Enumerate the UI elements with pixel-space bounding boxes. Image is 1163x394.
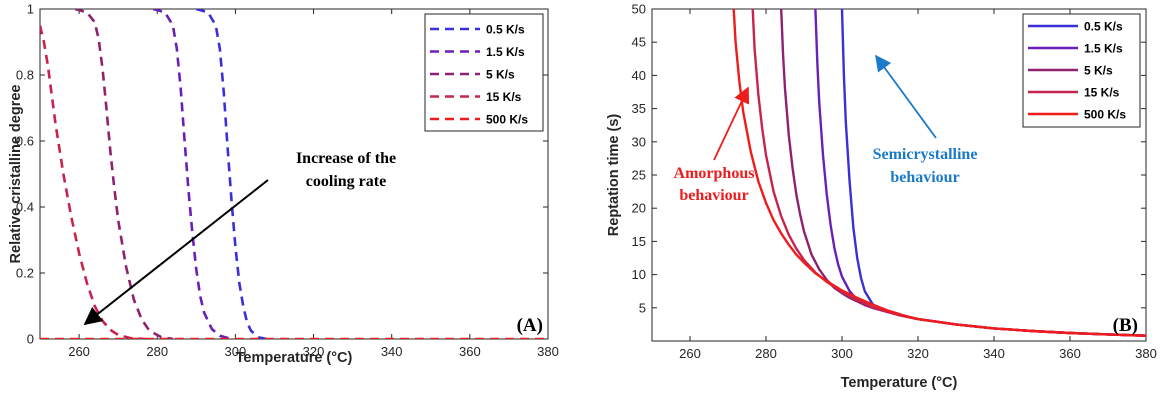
panel-b-series-line-4: [732, 9, 1146, 337]
panel-b-series: [732, 9, 1146, 337]
panel-a-xtick-label: 260: [68, 344, 90, 359]
panel-b-ytick-label: 35: [632, 101, 646, 116]
panel-a-label: (A): [517, 315, 543, 336]
panel-b: 260 280 300 320 340 360 380 5 10 15 20 25 30 35 40 45 50…: [606, 2, 1157, 392]
panel-a-series: [40, 9, 548, 339]
panel-a-legend-label-1: 1.5 K/s: [486, 45, 525, 59]
panel-b-xtick-label: 320: [907, 346, 929, 361]
panel-b-ytick-label: 10: [632, 267, 646, 282]
panel-b-xlabel: Temperature (°C): [841, 375, 958, 391]
panel-b-xtick-label: 260: [679, 346, 701, 361]
panel-b-ytick-label: 45: [632, 35, 646, 50]
panel-b-legend-label-2: 5 K/s: [1084, 64, 1113, 78]
annotation-semicrystalline: Semicrystalline behaviour: [873, 54, 978, 186]
panel-b-xtick-label: 340: [983, 346, 1005, 361]
panel-a-legend-box: [424, 13, 544, 132]
panel-b-ytick-label: 40: [632, 68, 646, 83]
annotation-amorphous-line1: Amorphous: [674, 165, 755, 182]
annotation-cooling-rate-line2: cooling rate: [306, 173, 386, 190]
panel-b-xtick-label: 300: [831, 346, 853, 361]
panel-a-ytick-label: 0.2: [16, 266, 34, 281]
annotation-amorphous-line2: behaviour: [679, 187, 748, 204]
panel-a-xtick-label: 360: [459, 344, 481, 359]
panel-a-ytick-label: 1: [27, 2, 34, 17]
panel-b-xtick-label: 380: [1135, 346, 1157, 361]
panel-a-xtick-label: 380: [537, 344, 559, 359]
semicrystalline-arrow: [875, 54, 937, 139]
panel-a-legend-label-0: 0.5 K/s: [486, 23, 525, 37]
panel-b-ytick-label: 20: [632, 201, 646, 216]
panel-a-legend-label-4: 500 K/s: [486, 113, 528, 127]
annotation-cooling-rate: Increase of the cooling rate: [83, 150, 396, 326]
panel-a-series-line-2: [74, 9, 174, 339]
panel-a-legend: 0.5 K/s 1.5 K/s 5 K/s 15 K/s 500 K/s: [424, 13, 544, 132]
panel-b-legend-label-1: 1.5 K/s: [1084, 42, 1123, 56]
panel-a-ytick-label: 0.8: [16, 68, 34, 83]
panel-a-legend-label-2: 5 K/s: [486, 68, 515, 82]
panel-a: 260 280 300 320 340 360 380 0 0.2 0.4 0.6 0.8 1 Temp…: [8, 2, 559, 367]
panel-b-ylabel: Reptation time (s): [606, 114, 622, 237]
panel-b-ytick-label: 25: [632, 168, 646, 183]
panel-b-label: (B): [1113, 315, 1138, 336]
panel-a-series-line-1: [152, 9, 232, 339]
panel-a-xtick-label: 280: [146, 344, 168, 359]
panel-b-ticks: 260 280 300 320 340 360 380 5 10 15 20 25 30 35 40 45 50: [632, 2, 1157, 362]
panel-a-xtick-label: 340: [381, 344, 403, 359]
panel-a-ytick-label: 0: [27, 332, 34, 347]
panel-b-ytick-label: 30: [632, 134, 646, 149]
annotation-semicrystalline-line1: Semicrystalline: [873, 146, 978, 163]
annotation-semicrystalline-line2: behaviour: [890, 169, 959, 186]
annotation-amorphous: Amorphous behaviour: [674, 86, 755, 204]
panel-b-legend: 0.5 K/s 1.5 K/s 5 K/s 15 K/s 500 K/s: [1022, 13, 1141, 128]
panel-a-xtick-label: 320: [303, 344, 325, 359]
panel-a-legend-label-3: 15 K/s: [486, 90, 522, 104]
panel-a-xlabel: Temperature (°C): [236, 350, 353, 366]
panel-a-series-line-3: [40, 25, 146, 339]
panel-b-ytick-label: 50: [632, 2, 646, 17]
panel-b-xtick-label: 280: [755, 346, 777, 361]
amorphous-arrow: [713, 86, 750, 161]
panel-b-xtick-label: 360: [1059, 346, 1081, 361]
panel-b-ytick-label: 15: [632, 234, 646, 249]
panel-b-legend-label-3: 15 K/s: [1084, 86, 1120, 100]
panel-a-ytick-label: 0.4: [16, 200, 34, 215]
panel-a-ylabel: Relative cristalline degree: [8, 85, 24, 264]
panel-a-ytick-label: 0.6: [16, 134, 34, 149]
panel-b-legend-label-0: 0.5 K/s: [1084, 20, 1123, 34]
panel-b-legend-label-4: 500 K/s: [1084, 108, 1126, 122]
annotation-cooling-rate-line1: Increase of the: [296, 150, 396, 167]
panel-a-series-line-0: [195, 9, 267, 339]
cooling-rate-arrow: [83, 179, 269, 326]
panel-b-ytick-label: 5: [639, 300, 646, 315]
panel-a-xtick-label: 300: [225, 344, 247, 359]
panel-a-ticks: 260 280 300 320 340 360 380 0 0.2 0.4 0.6 0.8 1: [16, 2, 559, 360]
